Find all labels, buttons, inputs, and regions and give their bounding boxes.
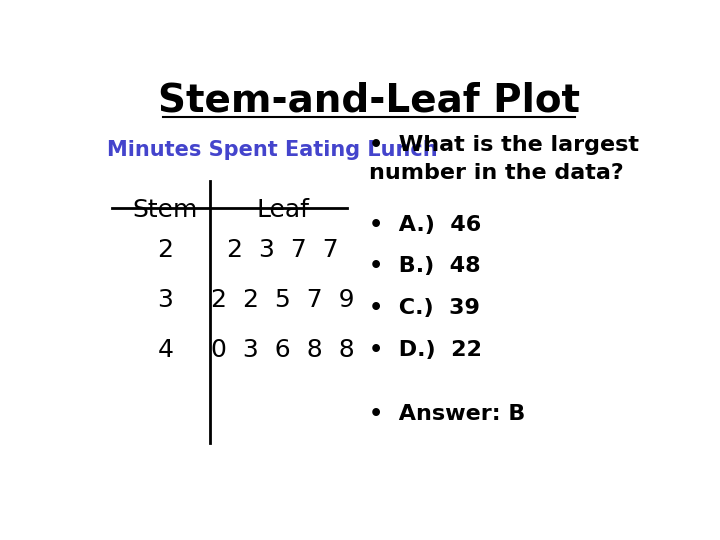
Text: •  B.)  48: • B.) 48: [369, 256, 481, 276]
Text: •  Answer: B: • Answer: B: [369, 404, 526, 424]
Text: •  C.)  39: • C.) 39: [369, 298, 480, 318]
Text: •  What is the largest
number in the data?: • What is the largest number in the data…: [369, 136, 639, 184]
Text: •  D.)  22: • D.) 22: [369, 340, 482, 360]
Text: •  A.)  46: • A.) 46: [369, 215, 481, 235]
Text: 0  3  6  8  8: 0 3 6 8 8: [211, 338, 354, 362]
Text: Stem: Stem: [132, 198, 198, 222]
Text: 3: 3: [158, 288, 174, 312]
Text: Minutes Spent Eating Lunch: Minutes Spent Eating Lunch: [107, 140, 437, 160]
Text: 4: 4: [158, 338, 174, 362]
Text: 2: 2: [158, 238, 174, 262]
Text: 2  3  7  7: 2 3 7 7: [227, 238, 338, 262]
Text: Stem-and-Leaf Plot: Stem-and-Leaf Plot: [158, 82, 580, 119]
Text: 2  2  5  7  9: 2 2 5 7 9: [211, 288, 354, 312]
Text: Leaf: Leaf: [256, 198, 309, 222]
